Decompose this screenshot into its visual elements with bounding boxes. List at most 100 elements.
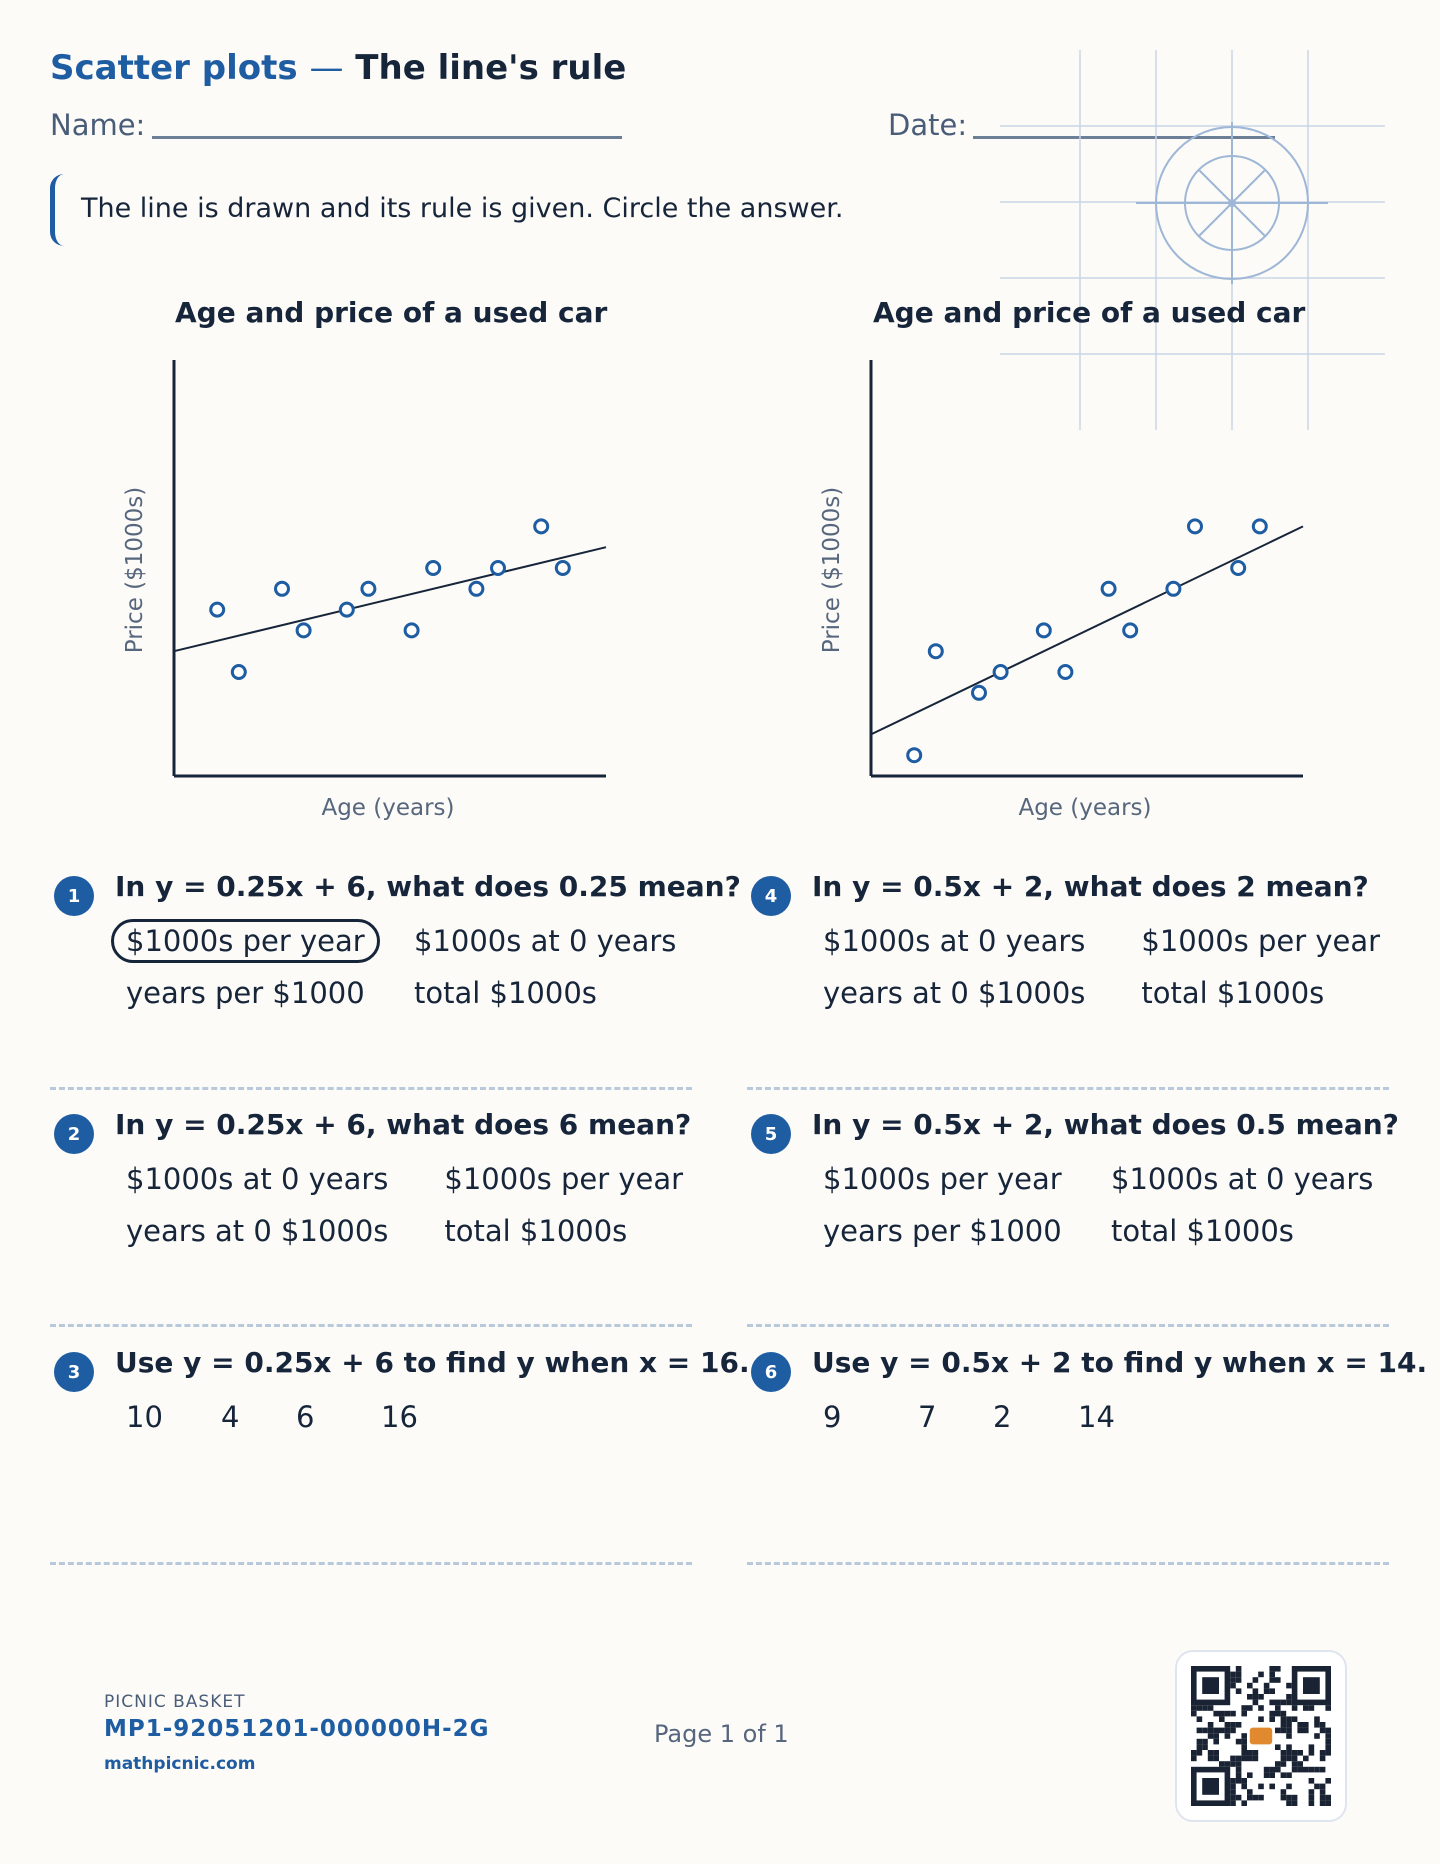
qr-module: [1207, 1755, 1214, 1762]
qr-module: [1230, 1800, 1236, 1806]
date-label: Date:: [888, 108, 968, 142]
answer-choice[interactable]: 2: [993, 1400, 1012, 1434]
qr-module: [1275, 1710, 1281, 1717]
data-point: [1165, 580, 1182, 597]
qr-module: [1241, 1738, 1247, 1745]
qr-module: [1319, 1722, 1326, 1728]
qr-module: [1280, 1772, 1287, 1778]
qr-module: [1252, 1794, 1259, 1801]
qr-module: [1263, 1688, 1270, 1694]
question-text: In y = 0.25x + 6, what does 0.25 mean?: [115, 870, 741, 903]
qr-module: [1224, 1761, 1231, 1767]
qr-module: [1280, 1716, 1287, 1722]
qr-module: [1286, 1772, 1292, 1778]
qr-module: [1280, 1699, 1287, 1706]
qr-module: [1219, 1727, 1225, 1734]
answer-choice[interactable]: 9: [823, 1400, 842, 1434]
answer-choice[interactable]: years at 0 $1000s: [126, 1214, 389, 1248]
title-subtopic: The line's rule: [355, 48, 627, 88]
separator: [747, 1562, 1389, 1565]
answer-choice[interactable]: 14: [1078, 1400, 1115, 1434]
answer-choice[interactable]: total $1000s: [444, 1214, 628, 1248]
name-label: Name:: [50, 108, 146, 142]
qr-module: [1241, 1778, 1247, 1784]
qr-module: [1235, 1722, 1242, 1728]
answer-choice[interactable]: 16: [381, 1400, 418, 1434]
answer-choice[interactable]: $1000s per year: [111, 919, 380, 963]
qr-module: [1258, 1705, 1264, 1711]
qr-module: [1191, 1705, 1197, 1711]
qr-module: [1241, 1705, 1247, 1711]
worksheet-code: MP1-92051201-000000H-2G: [104, 1716, 490, 1742]
title-topic: Scatter plots: [50, 48, 298, 88]
qr-module: [1263, 1682, 1270, 1689]
answer-choice[interactable]: 4: [221, 1400, 240, 1434]
instruction-accent-bar: [50, 174, 67, 246]
data-point: [338, 601, 355, 618]
qr-module: [1314, 1766, 1320, 1773]
qr-module: [1286, 1744, 1292, 1750]
answer-choice[interactable]: $1000s at 0 years: [1111, 1162, 1374, 1196]
qr-module: [1319, 1800, 1326, 1806]
instructions-text: The line is drawn and its rule is given.…: [81, 193, 844, 224]
answer-choice[interactable]: $1000s per year: [1141, 924, 1381, 958]
answer-choice[interactable]: $1000s per year: [823, 1162, 1062, 1196]
date-field[interactable]: [973, 136, 1275, 139]
footer-site-link[interactable]: mathpicnic.com: [104, 1754, 256, 1774]
answer-choice[interactable]: total $1000s: [1141, 976, 1325, 1010]
qr-module: [1280, 1727, 1287, 1734]
answer-choice[interactable]: 7: [918, 1400, 937, 1434]
data-point: [360, 580, 377, 597]
data-point: [490, 560, 506, 576]
answer-choice[interactable]: $1000s at 0 years: [414, 924, 677, 958]
qr-module: [1280, 1789, 1287, 1795]
qr-module: [1230, 1761, 1236, 1767]
qr-module: [1213, 1738, 1219, 1745]
qr-module: [1280, 1710, 1287, 1717]
qr-module: [1319, 1755, 1326, 1762]
qr-module: [1308, 1778, 1315, 1784]
qr-module: [1207, 1727, 1214, 1734]
qr-module: [1230, 1722, 1236, 1728]
qr-module: [1319, 1727, 1326, 1734]
qr-module: [1247, 1682, 1253, 1689]
answer-choice[interactable]: $1000s per year: [444, 1162, 684, 1196]
name-field[interactable]: [152, 136, 622, 139]
qr-module: [1275, 1766, 1281, 1773]
qr-module: [1213, 1755, 1219, 1762]
qr-module: [1325, 1750, 1331, 1756]
answer-choice[interactable]: years per $1000: [823, 1214, 1062, 1248]
answer-choice[interactable]: years per $1000: [126, 976, 365, 1010]
answer-choice[interactable]: $1000s at 0 years: [126, 1162, 389, 1196]
qr-module: [1230, 1677, 1236, 1683]
answer-choice[interactable]: years at 0 $1000s: [823, 976, 1086, 1010]
qr-module: [1269, 1710, 1275, 1717]
qr-module: [1252, 1750, 1259, 1756]
qr-module: [1286, 1783, 1292, 1790]
question-text: In y = 0.5x + 2, what does 2 mean?: [812, 870, 1369, 903]
qr-module: [1202, 1744, 1208, 1750]
qr-module: [1291, 1716, 1298, 1722]
qr-module: [1291, 1800, 1298, 1806]
qr-module: [1291, 1766, 1298, 1773]
qr-module: [1275, 1666, 1281, 1672]
data-point: [533, 518, 550, 535]
answer-choice[interactable]: 10: [126, 1400, 163, 1434]
answer-choice[interactable]: total $1000s: [414, 976, 597, 1010]
qr-module: [1325, 1744, 1331, 1750]
qr-module: [1196, 1716, 1203, 1722]
basket-icon: [1249, 1727, 1273, 1745]
answer-choice[interactable]: 6: [296, 1400, 315, 1434]
data-point: [295, 622, 312, 639]
qr-module: [1297, 1722, 1303, 1728]
qr-module: [1196, 1738, 1203, 1745]
qr-module: [1297, 1750, 1303, 1756]
qr-module: [1247, 1772, 1253, 1778]
qr-module: [1303, 1766, 1309, 1773]
answer-choice[interactable]: $1000s at 0 years: [823, 924, 1086, 958]
question-number-badge: 4: [751, 876, 791, 916]
qr-module: [1269, 1671, 1275, 1678]
answer-choice[interactable]: total $1000s: [1111, 1214, 1294, 1248]
qr-module: [1230, 1789, 1236, 1795]
